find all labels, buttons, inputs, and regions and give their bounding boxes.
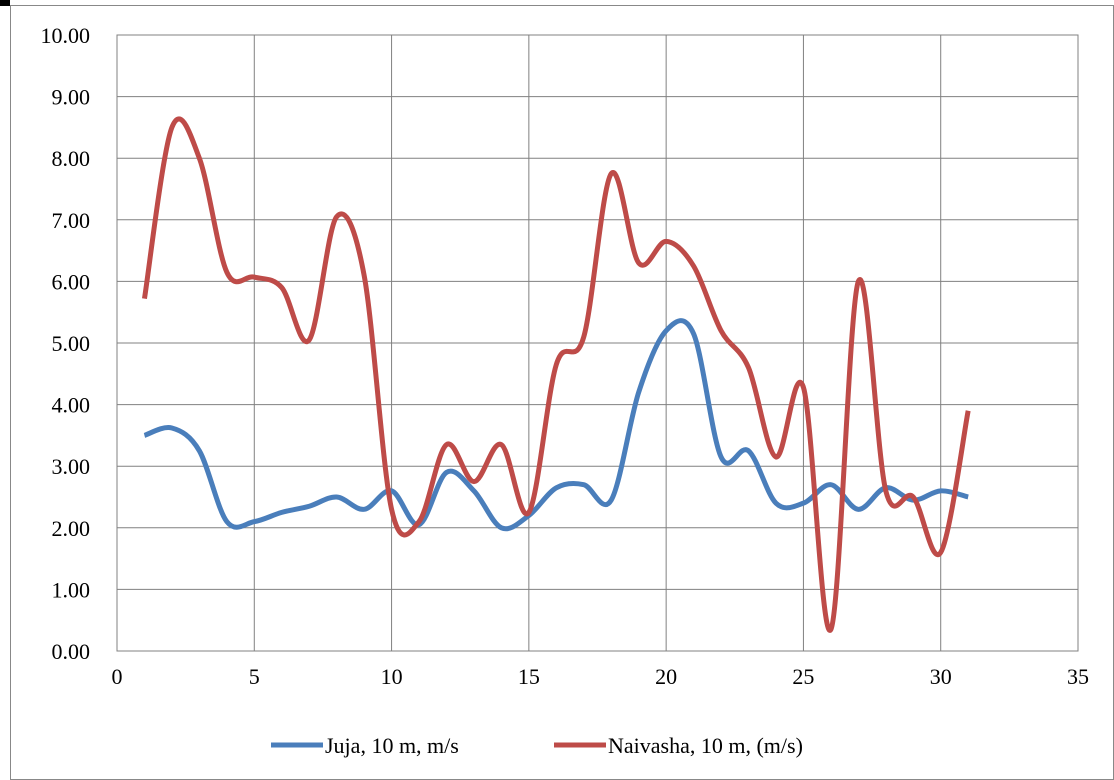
series-line-juja (143, 318, 969, 532)
clipped-title-fragment (0, 0, 10, 6)
y-tick-label: 7.00 (52, 208, 91, 233)
y-tick-label: 6.00 (52, 269, 91, 294)
y-tick-label: 9.00 (52, 85, 91, 110)
x-tick-label: 35 (1067, 664, 1089, 689)
x-tick-label: 25 (792, 664, 814, 689)
x-tick-label: 30 (930, 664, 952, 689)
legend: Juja, 10 m, m/s Naivasha, 10 m, (m/s) (271, 733, 803, 758)
y-tick-label: 0.00 (52, 639, 91, 664)
grid-lines (116, 34, 1079, 652)
series-lines (141, 116, 971, 633)
y-tick-label: 3.00 (52, 454, 91, 479)
y-tick-label: 5.00 (52, 331, 91, 356)
series-line-naivasha (141, 116, 971, 633)
x-axis-ticks: 0 5 10 15 20 25 30 35 (112, 664, 1090, 689)
x-tick-label: 5 (249, 664, 260, 689)
y-axis-ticks: 0.00 1.00 2.00 3.00 4.00 5.00 6.00 7.00 8.00 9.00… (41, 23, 91, 664)
legend-label-juja: Juja, 10 m, m/s (325, 733, 459, 758)
y-tick-label: 10.00 (41, 23, 91, 48)
y-tick-label: 2.00 (52, 516, 91, 541)
x-tick-label: 0 (112, 664, 123, 689)
x-tick-label: 20 (655, 664, 677, 689)
legend-label-naivasha: Naivasha, 10 m, (m/s) (608, 733, 803, 758)
x-tick-label: 15 (518, 664, 540, 689)
x-tick-label: 10 (381, 664, 403, 689)
y-tick-label: 4.00 (52, 393, 91, 418)
y-tick-label: 1.00 (52, 577, 91, 602)
plot-area-border (116, 34, 1079, 652)
y-tick-label: 8.00 (52, 146, 91, 171)
